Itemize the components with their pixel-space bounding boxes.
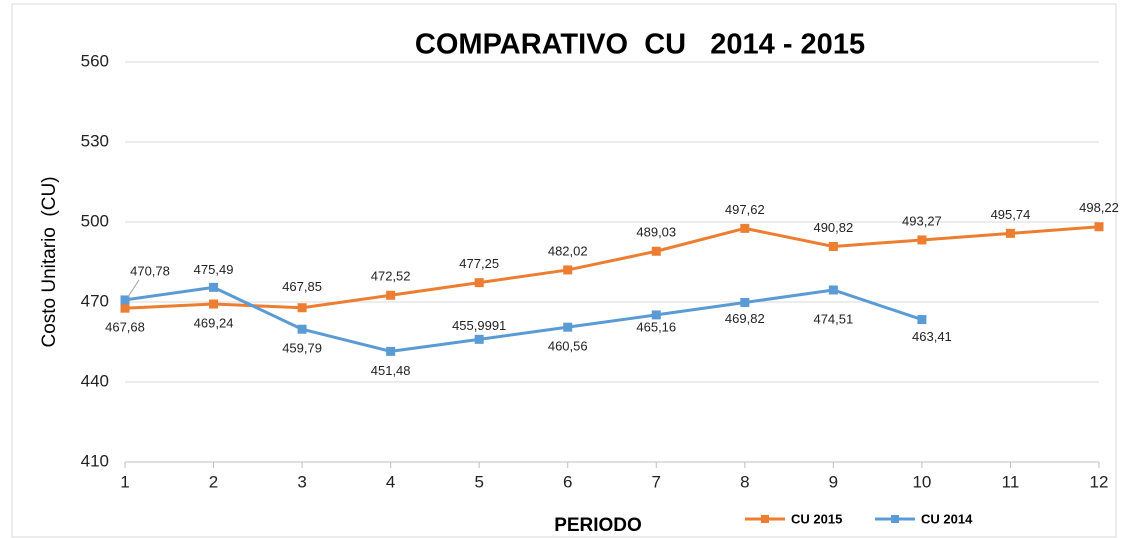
point-marker: [651, 310, 661, 320]
legend-label: CU 2014: [921, 511, 973, 526]
x-axis-label: PERIODO: [554, 515, 642, 536]
data-label: 469,24: [194, 315, 234, 330]
x-tick-label: 4: [386, 472, 395, 491]
y-tick-label: 410: [81, 451, 109, 470]
point-marker: [386, 346, 396, 356]
data-label: 489,03: [636, 225, 676, 240]
data-label: 490,82: [813, 220, 853, 235]
data-label: 474,51: [813, 311, 853, 326]
point-marker: [297, 324, 307, 334]
data-label: 459,79: [282, 341, 322, 356]
data-label: 482,02: [548, 243, 588, 258]
x-tick-label: 8: [740, 472, 749, 491]
point-marker: [651, 246, 661, 256]
point-marker: [120, 303, 130, 313]
y-tick-label: 440: [81, 371, 109, 390]
data-label: 475,49: [194, 262, 234, 277]
point-marker: [120, 295, 130, 305]
point-marker: [209, 282, 219, 292]
point-marker: [474, 278, 484, 288]
x-tick-label: 9: [829, 472, 838, 491]
data-label: 467,85: [282, 279, 322, 294]
point-marker: [740, 297, 750, 307]
data-label: 470,78: [130, 263, 170, 278]
point-marker: [209, 299, 219, 309]
data-label: 460,56: [548, 339, 588, 354]
point-marker: [1005, 228, 1015, 238]
x-tick-label: 1: [120, 472, 129, 491]
data-label: 465,16: [636, 319, 676, 334]
series-line: [124, 225, 1100, 310]
y-tick-label: 560: [81, 51, 109, 70]
x-tick-label: 2: [209, 472, 218, 491]
data-label: 451,48: [371, 363, 411, 378]
point-marker: [297, 303, 307, 313]
legend-marker: [891, 515, 899, 523]
x-tick-label: 6: [563, 472, 572, 491]
legend-label: CU 2015: [791, 511, 842, 526]
x-tick-label: 7: [652, 472, 661, 491]
data-label: 498,22: [1079, 200, 1119, 215]
point-marker: [828, 241, 838, 251]
chart-title: COMPARATIVO CU 2014 - 2015: [415, 29, 865, 61]
point-marker: [563, 322, 573, 332]
data-label: 455,9991: [452, 318, 506, 333]
y-tick-label: 500: [81, 211, 109, 230]
x-tick-label: 12: [1090, 472, 1109, 491]
series-line: [124, 285, 923, 353]
x-tick-label: 10: [912, 472, 931, 491]
point-marker: [563, 265, 573, 275]
data-label: 497,62: [725, 202, 765, 217]
data-label: 493,27: [902, 213, 942, 228]
point-marker: [917, 315, 927, 325]
point-marker: [386, 290, 396, 300]
point-marker: [917, 235, 927, 245]
point-marker: [740, 223, 750, 233]
data-label: 472,52: [371, 269, 411, 284]
data-label: 463,41: [912, 329, 952, 344]
y-axis-label: Costo Unitario (CU): [39, 176, 60, 347]
x-tick-label: 5: [474, 472, 483, 491]
x-tick-label: 3: [297, 472, 306, 491]
y-tick-label: 470: [81, 291, 109, 310]
y-tick-label: 530: [81, 131, 109, 150]
data-label: 469,82: [725, 311, 765, 326]
point-marker: [474, 334, 484, 344]
data-label: 495,74: [991, 207, 1031, 222]
leader-line: [127, 279, 140, 298]
x-tick-label: 11: [1002, 472, 1020, 491]
data-label: 477,25: [459, 256, 499, 271]
point-marker: [828, 285, 838, 295]
data-label: 467,68: [105, 320, 145, 335]
point-marker: [1094, 222, 1104, 232]
legend-marker: [761, 515, 769, 523]
